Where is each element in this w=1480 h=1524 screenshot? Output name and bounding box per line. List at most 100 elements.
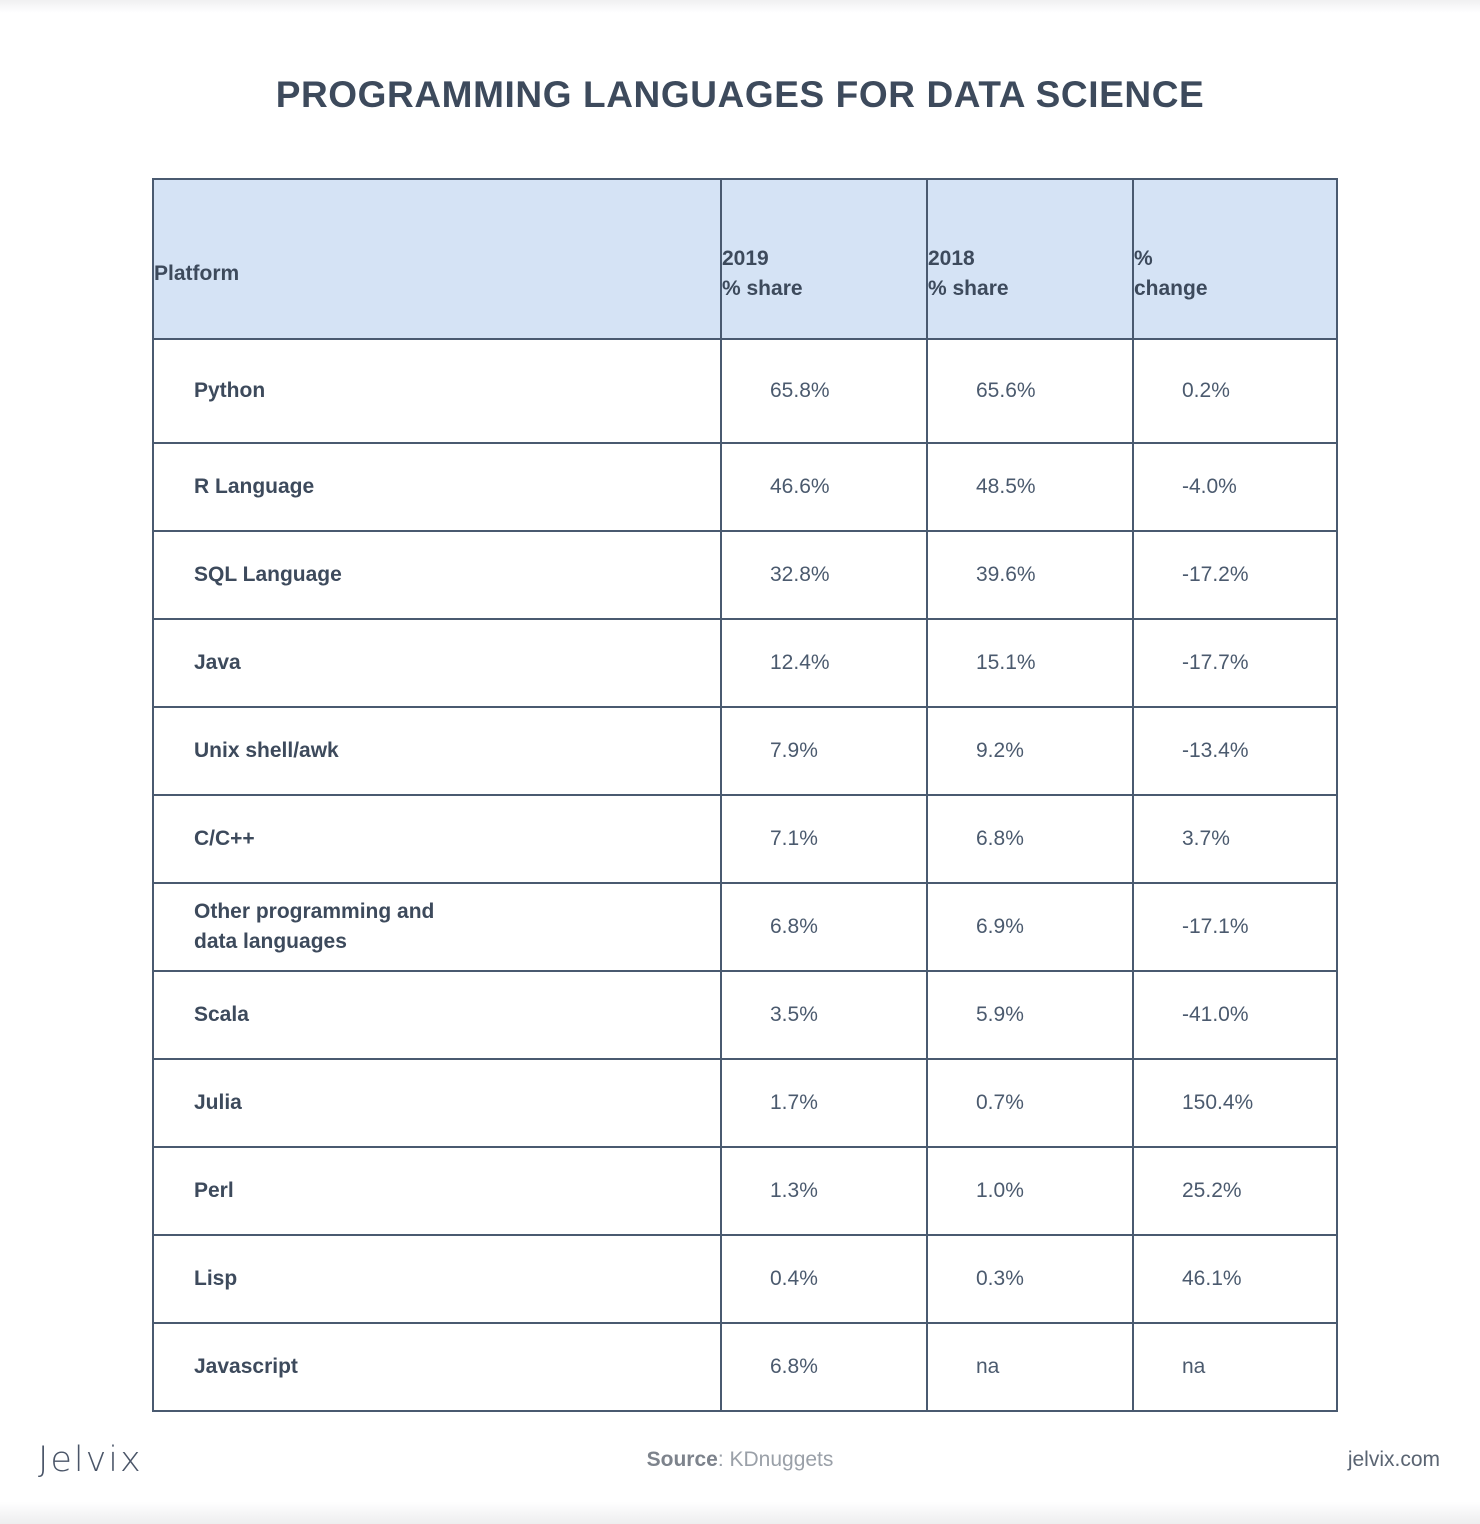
table-row: SQL Language 32.8% 39.6% -17.2% [152,530,1338,620]
cell-platform-line2: data languages [194,930,347,953]
table-container: Platform 2019 % share 2018 % share [152,178,1338,1412]
table-row: Java 12.4% 15.1% -17.7% [152,618,1338,708]
table-row: Unix shell/awk 7.9% 9.2% -13.4% [152,706,1338,796]
cell-2019-share: 6.8% [720,882,928,972]
cell-2019-share: 3.5% [720,970,928,1060]
column-header-2018-line2: % share [928,276,1009,300]
cell-platform: Java [152,618,722,708]
cell-2018-share: na [926,1322,1134,1412]
cell-platform-line1: R Language [194,474,315,498]
source-label: Source [646,1448,718,1471]
table-row: Perl 1.3% 1.0% 25.2% [152,1146,1338,1236]
table-row: C/C++ 7.1% 6.8% 3.7% [152,794,1338,884]
cell-platform: Python [152,338,722,444]
table-row: Python 65.8% 65.6% 0.2% [152,338,1338,444]
cell-platform-line1: Scala [194,1002,249,1026]
cell-platform: Scala [152,970,722,1060]
source-attribution: Source: KDnuggets [0,1448,1480,1472]
cell-platform-line1: Python [194,378,266,402]
cell-change: 0.2% [1132,338,1338,444]
cell-change: -13.4% [1132,706,1338,796]
source-separator: : [717,1448,730,1471]
table-row: Julia 1.7% 0.7% 150.4% [152,1058,1338,1148]
table-row: R Language 46.6% 48.5% -4.0% [152,442,1338,532]
table-header-row: Platform 2019 % share 2018 % share [152,178,1338,340]
column-header-2019-share: 2019 % share [720,178,928,340]
cell-2018-share: 6.9% [926,882,1134,972]
programming-languages-table: Platform 2019 % share 2018 % share [152,178,1338,1412]
cell-platform: Javascript [152,1322,722,1412]
column-header-change: % change [1132,178,1338,340]
column-header-platform-line1: Platform [154,262,240,285]
column-header-platform: Platform [152,178,722,340]
bottom-edge-band [0,1502,1480,1524]
cell-platform-line1: Unix shell/awk [194,738,339,762]
column-header-change-line1: % [1134,247,1153,271]
cell-2019-share: 1.3% [720,1146,928,1236]
cell-2018-share: 39.6% [926,530,1134,620]
cell-platform-line1: SQL Language [194,562,342,586]
source-value: KDnuggets [729,1448,834,1471]
cell-platform-line1: Perl [194,1178,234,1202]
footer: Jelvix Source: KDnuggets jelvix.com [0,1440,1480,1500]
table-row: Other programming and data languages 6.8% 6… [152,882,1338,972]
cell-2018-share: 6.8% [926,794,1134,884]
cell-2018-share: 9.2% [926,706,1134,796]
cell-platform: Other programming and data languages [152,882,722,972]
cell-change: -17.7% [1132,618,1338,708]
cell-2019-share: 7.1% [720,794,928,884]
website-url: jelvix.com [1347,1448,1440,1471]
cell-2019-share: 6.8% [720,1322,928,1412]
cell-change: -17.1% [1132,882,1338,972]
cell-platform: Unix shell/awk [152,706,722,796]
page-title: PROGRAMMING LANGUAGES FOR DATA SCIENCE [275,74,1205,115]
jelvix-logo: Jelvix [38,1440,143,1480]
cell-change: na [1132,1322,1338,1412]
table-header: Platform 2019 % share 2018 % share [152,178,1338,340]
cell-2018-share: 65.6% [926,338,1134,444]
cell-2019-share: 12.4% [720,618,928,708]
cell-2018-share: 48.5% [926,442,1134,532]
cell-platform-line1: C/C++ [194,826,255,850]
cell-platform: C/C++ [152,794,722,884]
cell-2019-share: 7.9% [720,706,928,796]
cell-platform: SQL Language [152,530,722,620]
cell-2018-share: 0.7% [926,1058,1134,1148]
column-header-2018-share: 2018 % share [926,178,1134,340]
cell-2019-share: 65.8% [720,338,928,444]
cell-change: -41.0% [1132,970,1338,1060]
cell-change: -4.0% [1132,442,1338,532]
cell-2018-share: 1.0% [926,1146,1134,1236]
cell-change: 3.7% [1132,794,1338,884]
table-row: Lisp 0.4% 0.3% 46.1% [152,1234,1338,1324]
column-header-change-line2: change [1134,276,1208,300]
cell-platform-line1: Lisp [194,1266,238,1290]
cell-platform: Julia [152,1058,722,1148]
cell-platform: R Language [152,442,722,532]
cell-platform-line1: Javascript [194,1354,298,1378]
cell-platform: Perl [152,1146,722,1236]
cell-2019-share: 32.8% [720,530,928,620]
cell-2019-share: 1.7% [720,1058,928,1148]
cell-platform: Lisp [152,1234,722,1324]
table-body: Python 65.8% 65.6% 0.2% R Language 46.6% 48.5%… [152,338,1338,1412]
cell-2019-share: 46.6% [720,442,928,532]
cell-platform-line1: Java [194,650,241,674]
cell-2018-share: 15.1% [926,618,1134,708]
cell-2018-share: 5.9% [926,970,1134,1060]
cell-platform-line1: Other programming and [194,899,435,923]
cell-platform-line1: Julia [194,1090,242,1114]
cell-change: 46.1% [1132,1234,1338,1324]
column-header-2019-line1: 2019 [722,247,769,271]
table-row: Javascript 6.8% na na [152,1322,1338,1412]
column-header-2018-line1: 2018 [928,247,975,271]
cell-change: 25.2% [1132,1146,1338,1236]
cell-2018-share: 0.3% [926,1234,1134,1324]
cell-change: 150.4% [1132,1058,1338,1148]
column-header-2019-line2: % share [722,276,803,300]
cell-change: -17.2% [1132,530,1338,620]
cell-2019-share: 0.4% [720,1234,928,1324]
top-edge-band [0,0,1480,13]
table-row: Scala 3.5% 5.9% -41.0% [152,970,1338,1060]
